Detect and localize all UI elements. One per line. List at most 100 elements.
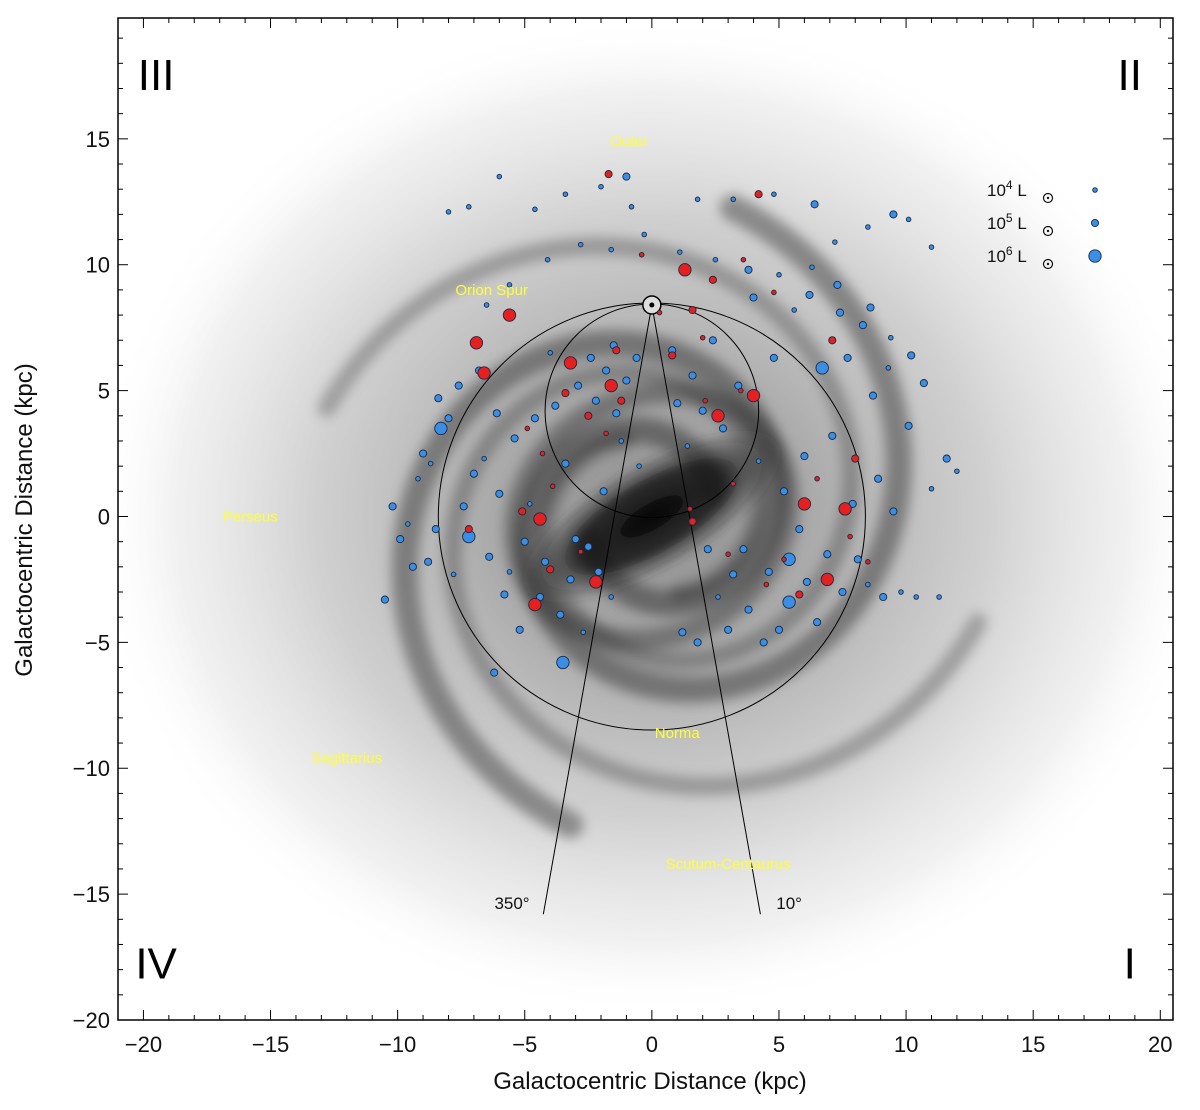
data-point-red <box>617 396 626 405</box>
data-point-blue <box>744 265 753 274</box>
data-point-blue <box>810 200 819 209</box>
data-point-red <box>563 356 578 370</box>
data-point-red <box>546 565 555 574</box>
data-point-blue <box>889 210 898 219</box>
sun-symbol-icon <box>1042 225 1054 237</box>
x-tick-label: 20 <box>1148 1032 1172 1057</box>
data-point-blue <box>730 196 736 203</box>
spiral-arm <box>443 363 988 796</box>
sun-symbol-dot <box>1046 262 1050 266</box>
legend-label: 106 L <box>987 244 1027 266</box>
data-point-blue <box>608 246 614 253</box>
y-tick-label: −10 <box>73 756 110 781</box>
data-point-blue <box>544 256 551 263</box>
data-point-blue <box>424 557 433 566</box>
data-point-red <box>711 409 725 423</box>
data-point-blue <box>688 371 697 380</box>
data-point-red <box>814 475 820 482</box>
data-point-blue <box>708 336 717 345</box>
data-point-blue <box>485 552 494 561</box>
data-point-red <box>688 517 697 526</box>
data-point-blue <box>832 239 838 245</box>
data-point-red <box>687 506 693 512</box>
data-point-blue <box>622 376 631 385</box>
data-point-blue <box>898 589 904 595</box>
data-point-blue <box>641 231 647 238</box>
data-point-blue <box>556 610 565 619</box>
data-point-blue <box>954 468 960 474</box>
data-point-blue <box>905 216 912 223</box>
data-point-blue <box>771 191 777 197</box>
data-point-red <box>502 308 517 322</box>
data-point-blue <box>445 209 452 215</box>
data-point-blue <box>454 381 463 390</box>
data-point-blue <box>561 459 570 468</box>
legend-marker <box>1090 218 1100 228</box>
data-point-red <box>528 597 542 612</box>
data-point-blue <box>866 303 875 312</box>
data-point-red <box>678 263 692 277</box>
x-tick-label: −5 <box>512 1032 537 1057</box>
x-axis-label: Galactocentric Distance (kpc) <box>493 1068 806 1095</box>
y-tick-label: 0 <box>98 504 110 529</box>
data-point-red <box>740 256 747 263</box>
data-point-blue <box>865 224 871 230</box>
data-point-blue <box>510 434 519 443</box>
y-tick-label: −15 <box>73 882 110 907</box>
data-point-blue <box>490 668 499 677</box>
data-point-blue <box>703 545 712 554</box>
data-point-blue <box>602 366 611 375</box>
data-point-blue <box>591 396 600 405</box>
data-point-blue <box>809 264 815 270</box>
quadrant-label: II <box>1118 51 1142 100</box>
data-point-red <box>708 275 717 284</box>
data-point-blue <box>782 595 796 609</box>
longitude-line <box>651 304 761 915</box>
data-point-blue <box>813 618 822 627</box>
data-point-blue <box>678 628 687 637</box>
data-point-red <box>738 387 744 394</box>
data-point-red <box>577 548 584 555</box>
data-point-blue <box>879 592 888 602</box>
data-point-blue <box>506 282 513 288</box>
arm-label: Norma <box>655 725 701 742</box>
data-point-red <box>539 450 546 457</box>
data-point-red <box>725 551 731 557</box>
data-point-blue <box>858 321 867 330</box>
data-point-blue <box>419 449 428 458</box>
data-point-blue <box>566 575 575 584</box>
data-point-red <box>638 251 645 258</box>
data-point-blue <box>408 562 417 571</box>
arm-label: Perseus <box>223 509 278 526</box>
data-point-blue <box>776 272 782 278</box>
data-point-red <box>865 559 871 565</box>
data-point-red <box>795 590 804 599</box>
y-tick-label: 10 <box>86 253 110 278</box>
data-point-blue <box>427 460 434 467</box>
y-tick-label: 15 <box>86 127 110 152</box>
data-point-blue <box>556 655 570 670</box>
spiral-arm <box>317 237 861 670</box>
legend-label: 104 L <box>987 178 1027 200</box>
data-point-blue <box>380 595 389 604</box>
data-point-blue <box>913 594 919 600</box>
data-point-red <box>604 170 613 179</box>
data-point-blue <box>795 525 804 534</box>
data-point-red <box>518 507 527 516</box>
data-point-red <box>730 481 736 487</box>
sun-center <box>649 302 655 308</box>
data-point-blue <box>853 555 862 564</box>
data-point-red <box>797 497 812 511</box>
data-point-blue <box>769 353 778 362</box>
data-point-blue <box>904 421 913 430</box>
longitude-label: 10° <box>776 894 802 913</box>
y-tick-label: −5 <box>85 630 110 655</box>
data-point-blue <box>586 353 595 362</box>
data-point-blue <box>823 550 832 559</box>
series-red <box>464 170 871 612</box>
data-point-blue <box>396 535 405 544</box>
axis-tick-labels: −20 −15 −10 −5 0 5 10 15 20 −20 −15 −10 −5 0 5 10 15 <box>73 127 1173 1057</box>
legend-marker <box>1088 249 1102 263</box>
data-point-red <box>464 525 473 534</box>
